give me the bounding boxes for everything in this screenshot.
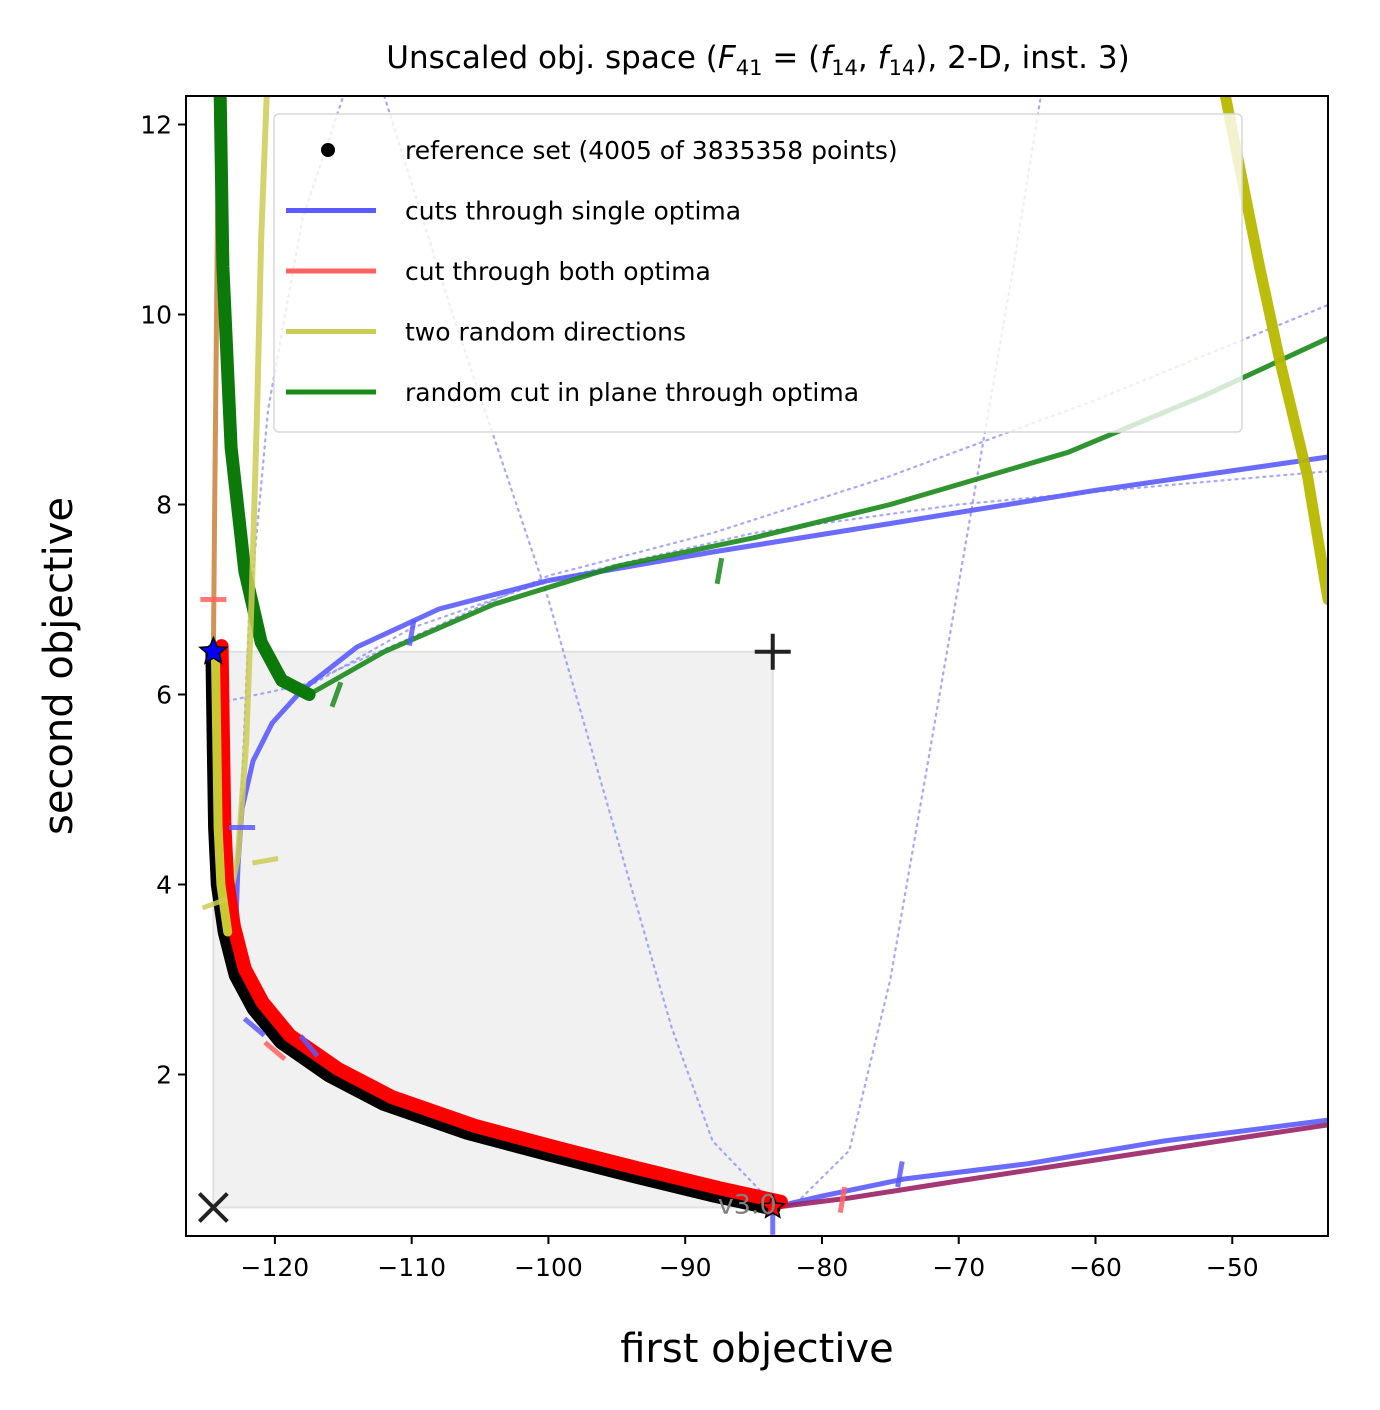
x-tick-label: −70 bbox=[932, 1253, 985, 1282]
y-axis-label: second objective bbox=[36, 497, 82, 835]
cut-marker bbox=[895, 1161, 905, 1188]
legend-entry: random cut in plane through optima bbox=[405, 378, 859, 407]
cut-marker bbox=[242, 1016, 266, 1038]
title-text: Unscaled obj. space (F41 = (f14, f14), 2… bbox=[386, 40, 1129, 80]
cut-marker bbox=[406, 619, 417, 646]
series-cut-2 bbox=[770, 1117, 1328, 1210]
x-tick-label: −110 bbox=[377, 1253, 446, 1282]
dominated-region bbox=[212, 650, 774, 1209]
y-tick-label: 4 bbox=[156, 871, 172, 900]
plot-area: v3.0 bbox=[185, 95, 1329, 1237]
legend: reference set (4005 of 3835358 points) cu… bbox=[273, 113, 1243, 433]
title-F-sub: 41 bbox=[736, 56, 763, 80]
x-tick-label: −50 bbox=[1206, 1253, 1259, 1282]
x-tick-label: −90 bbox=[659, 1253, 712, 1282]
cut-marker bbox=[837, 1186, 848, 1214]
x-tick-label: −100 bbox=[514, 1253, 583, 1282]
cut-marker bbox=[201, 896, 228, 911]
optimum-2-star bbox=[759, 1193, 786, 1219]
cut-marker bbox=[298, 1034, 320, 1058]
series-cut-both-right bbox=[770, 1122, 1328, 1210]
plot-frame bbox=[185, 95, 1329, 1237]
title-F: F bbox=[718, 40, 737, 76]
legend-entry: two random directions bbox=[405, 318, 686, 347]
ideal-point-marker bbox=[197, 1192, 229, 1223]
cut-marker bbox=[263, 1040, 287, 1062]
y-tick-label: 8 bbox=[156, 491, 172, 520]
title-prefix: Unscaled obj. space ( bbox=[386, 40, 718, 76]
title-sep: , bbox=[858, 40, 878, 76]
y-tick-label: 6 bbox=[156, 681, 172, 710]
optimum-1-star bbox=[198, 635, 229, 665]
x-tick-label: −60 bbox=[1069, 1253, 1122, 1282]
y-tick-label: 2 bbox=[156, 1061, 172, 1090]
cut-marker bbox=[329, 681, 344, 708]
series-green-cut-thick bbox=[213, 96, 316, 701]
nadir-point-marker bbox=[754, 633, 791, 670]
y-tick-label: 10 bbox=[140, 301, 172, 330]
title-f1-sub: 14 bbox=[831, 56, 858, 80]
x-tick-label: −120 bbox=[241, 1253, 310, 1282]
legend-box bbox=[273, 113, 1243, 433]
x-axis-label: first objective bbox=[620, 1326, 894, 1372]
cut-marker bbox=[714, 557, 725, 585]
legend-marker bbox=[321, 143, 335, 157]
legend-entry: cut through both optima bbox=[405, 257, 711, 286]
plot-inner bbox=[200, 96, 1328, 1235]
x-tick-label: −80 bbox=[796, 1253, 849, 1282]
series-dotted bbox=[383, 96, 769, 1200]
axis-ticks: −120 −110 −100 −90 −80 −70 −60 −50 2 4 6 8 10 12 bbox=[140, 111, 1258, 1283]
legend-entry: cuts through single optima bbox=[405, 197, 741, 226]
version-label: v3.0 bbox=[718, 1190, 777, 1221]
title-f2-sub: 14 bbox=[889, 56, 916, 80]
cut-marker bbox=[252, 856, 279, 866]
title-suffix: ), 2-D, inst. 3) bbox=[915, 40, 1129, 76]
pareto-front-red-overlay bbox=[214, 639, 788, 1209]
title-eq: = ( bbox=[762, 40, 820, 76]
series-random-right bbox=[1219, 96, 1328, 605]
chart-title: Unscaled obj. space (F41 = (f14, f14), 2… bbox=[386, 40, 1129, 80]
y-tick-label: 12 bbox=[140, 111, 172, 140]
legend-entry: reference set (4005 of 3835358 points) bbox=[405, 136, 898, 165]
